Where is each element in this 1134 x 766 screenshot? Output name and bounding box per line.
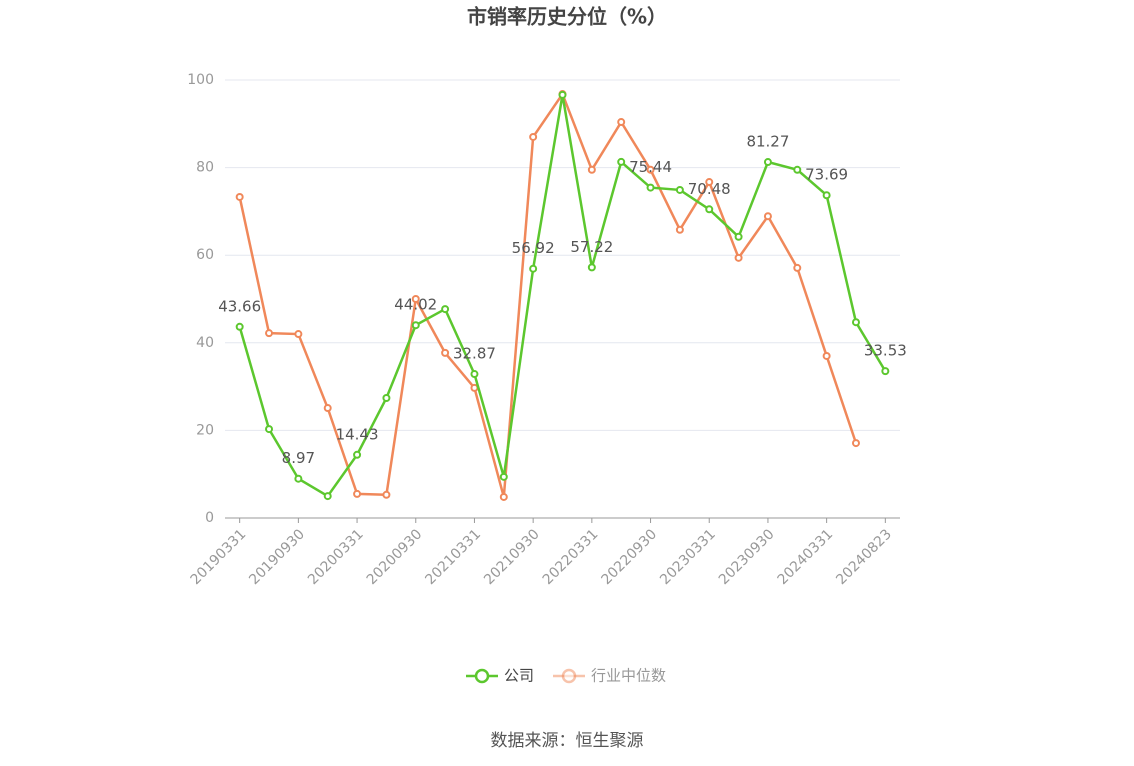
x-tick-label: 20230930: [716, 526, 778, 588]
data-label: 8.97: [282, 449, 315, 467]
point: [353, 489, 362, 498]
point: [441, 348, 450, 357]
series-line: [238, 91, 858, 498]
source: 数据来源：恒生聚源: [491, 731, 644, 751]
point: [822, 351, 831, 360]
legend-label: 行业中位数: [591, 667, 666, 685]
data-label: 75.44: [629, 158, 672, 176]
x-tick-label: 20220331: [540, 526, 602, 588]
point: [411, 295, 420, 303]
point: [851, 318, 860, 327]
data-label: 32.87: [453, 345, 496, 363]
point: [441, 305, 450, 314]
point: [675, 225, 684, 234]
x-tick-label: 20210331: [422, 526, 484, 588]
point: [793, 263, 802, 272]
point: [382, 393, 391, 402]
data-label: 56.92: [512, 239, 555, 257]
point: [617, 118, 626, 127]
x-tick-label: 20230331: [657, 526, 719, 588]
x-tick-label: 20190331: [188, 526, 250, 588]
y-tick-label: 0: [205, 510, 214, 526]
data-label: 81.27: [746, 133, 789, 151]
x-tick-label: 20240331: [775, 526, 837, 588]
data-label: 57.22: [570, 238, 613, 256]
point: [822, 191, 831, 200]
y-tick-label: 40: [196, 335, 214, 351]
point: [265, 425, 274, 434]
y-tick-label: 20: [196, 422, 214, 438]
legend-marker: [561, 668, 577, 684]
point: [881, 367, 890, 376]
point: [529, 132, 538, 141]
y-tick-label: 100: [187, 72, 214, 88]
point: [675, 185, 684, 194]
point: [734, 232, 743, 241]
point: [793, 165, 802, 174]
chart-title: 市销率历史分位（%）: [467, 5, 667, 29]
x-tick-label: 20240823: [833, 526, 895, 588]
x-tick-label: 20210930: [481, 526, 543, 588]
legend-marker: [474, 668, 490, 684]
point: [499, 472, 508, 481]
data-label: 33.53: [864, 342, 907, 360]
point: [529, 264, 538, 273]
point: [323, 492, 332, 501]
point: [411, 321, 420, 330]
point: [353, 450, 362, 459]
point: [323, 404, 332, 413]
point: [705, 205, 714, 214]
y-tick-label: 80: [196, 160, 214, 176]
point: [851, 439, 860, 448]
point: [235, 322, 244, 331]
point: [646, 183, 655, 192]
x-tick-label: 20220930: [598, 526, 660, 588]
point: [763, 158, 772, 167]
point: [763, 212, 772, 221]
point: [587, 263, 596, 272]
y-tick-label: 60: [196, 247, 214, 263]
point: [294, 330, 303, 339]
x-tick-label: 20190930: [246, 526, 308, 588]
point: [499, 492, 508, 501]
point: [265, 329, 274, 338]
point: [235, 192, 244, 201]
point: [617, 157, 626, 166]
point: [382, 490, 391, 499]
x-tick-label: 20200331: [305, 526, 367, 588]
point: [705, 178, 714, 187]
data-label: 14.43: [336, 425, 379, 443]
point: [294, 474, 303, 483]
point: [558, 90, 567, 99]
point: [646, 165, 655, 174]
point: [587, 165, 596, 174]
data-label: 70.48: [688, 180, 731, 198]
point: [734, 253, 743, 262]
x-tick-label: 20200930: [364, 526, 426, 588]
point: [470, 370, 479, 379]
data-label: 73.69: [805, 166, 848, 184]
data-label: 43.66: [218, 297, 261, 315]
data-label: 44.02: [394, 296, 437, 314]
legend-label: 公司: [504, 667, 534, 685]
